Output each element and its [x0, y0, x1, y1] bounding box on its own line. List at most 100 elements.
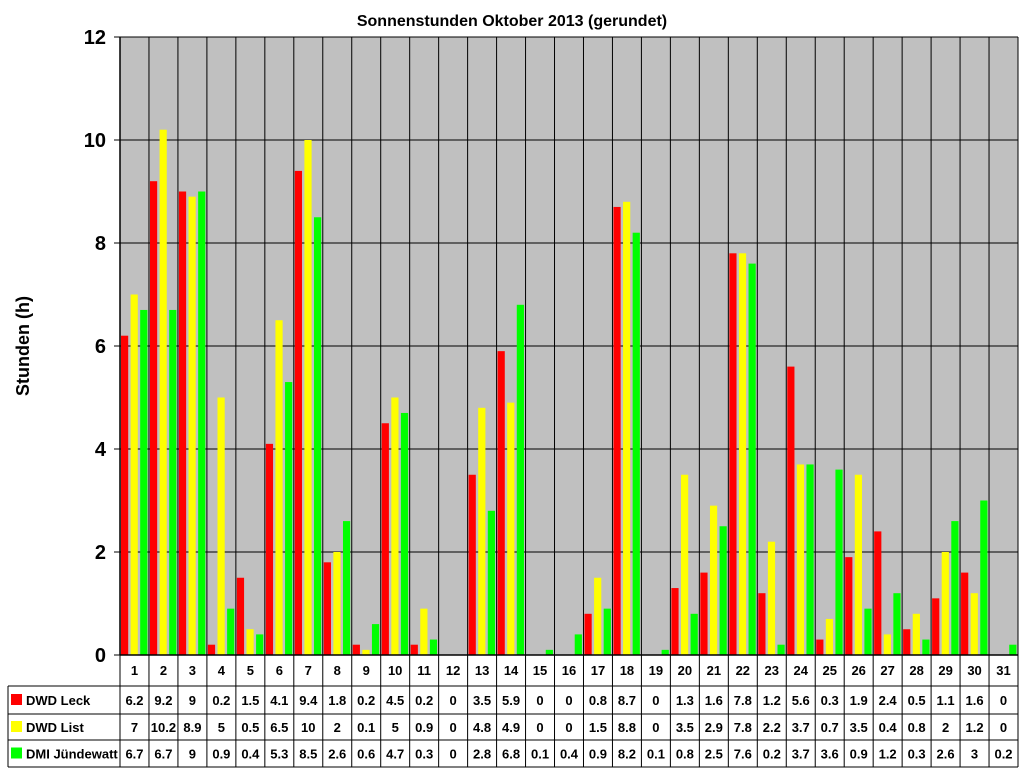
data-label: 4.1 [270, 693, 288, 708]
data-label: 4.5 [386, 693, 404, 708]
x-tick-label: 6 [276, 663, 283, 678]
data-label: 0.8 [589, 693, 607, 708]
data-label: 2.6 [328, 747, 346, 762]
y-tick-label: 0 [95, 645, 106, 667]
bar-dmi-jündewatt [198, 191, 206, 655]
data-label: 0 [536, 720, 543, 735]
data-label: 5.9 [502, 693, 520, 708]
data-label: 9.4 [299, 693, 318, 708]
bar-dmi-jündewatt [400, 412, 409, 655]
data-label: 3.7 [792, 747, 810, 762]
data-label: 0.2 [212, 693, 230, 708]
data-label: 9.2 [154, 693, 172, 708]
bar-dwd-list [275, 320, 283, 655]
x-tick-label: 20 [678, 663, 692, 678]
data-label: 0 [1000, 720, 1007, 735]
bar-dwd-list [594, 577, 602, 655]
bar-dwd-leck [178, 191, 187, 655]
y-axis-label: Stunden (h) [13, 296, 33, 396]
x-tick-label: 14 [504, 663, 519, 678]
bar-dwd-list [246, 629, 254, 655]
bar-dmi-jündewatt [777, 644, 785, 655]
data-label: 3.5 [676, 720, 694, 735]
data-label: 0 [565, 720, 572, 735]
data-label: 6.2 [125, 693, 143, 708]
legend-swatch [11, 721, 22, 732]
data-label: 4.7 [386, 747, 404, 762]
data-label: 0.9 [589, 747, 607, 762]
data-label: 8.7 [618, 693, 636, 708]
data-label: 1.6 [705, 693, 723, 708]
legend-swatch [11, 747, 22, 759]
x-tick-label: 26 [851, 663, 865, 678]
legend-label: DWD List [26, 720, 84, 735]
data-label: 0.2 [415, 693, 433, 708]
x-tick-label: 9 [363, 663, 370, 678]
bar-dwd-list [796, 464, 805, 655]
data-label: 4.9 [502, 720, 520, 735]
x-tick-label: 21 [707, 663, 721, 678]
bar-dwd-leck [497, 351, 505, 655]
data-label: 0.3 [821, 693, 839, 708]
x-tick-label: 10 [388, 663, 402, 678]
data-label: 1.5 [241, 693, 259, 708]
data-label: 0.2 [763, 747, 781, 762]
bar-dwd-leck [932, 598, 940, 655]
x-tick-label: 27 [880, 663, 894, 678]
data-label: 10.2 [151, 720, 176, 735]
bar-dwd-list [217, 397, 225, 655]
bar-dwd-leck [207, 644, 216, 655]
data-label: 9 [189, 693, 196, 708]
x-tick-label: 16 [562, 663, 576, 678]
data-label: 0.4 [241, 747, 260, 762]
bar-dwd-list [623, 201, 631, 656]
data-label: 2.5 [705, 747, 723, 762]
data-label: 2.2 [763, 720, 781, 735]
x-tick-label: 2 [160, 663, 167, 678]
data-label: 1.2 [966, 720, 984, 735]
bar-dmi-jündewatt [516, 304, 524, 655]
data-label: 1.6 [966, 693, 984, 708]
x-tick-label: 1 [131, 663, 138, 678]
bar-dwd-list [478, 407, 486, 655]
data-label: 0.2 [994, 747, 1012, 762]
y-tick-label: 10 [84, 130, 106, 152]
bar-dwd-leck [845, 557, 853, 655]
data-label: 2 [942, 720, 949, 735]
x-tick-label: 22 [736, 663, 750, 678]
bar-dwd-list [188, 196, 196, 655]
bar-dwd-list [854, 474, 862, 655]
data-label: 1.1 [937, 693, 955, 708]
data-label: 1.2 [879, 747, 897, 762]
x-tick-label: 4 [218, 663, 226, 678]
bar-dwd-leck [468, 474, 476, 655]
data-label: 7 [131, 720, 138, 735]
data-label: 0 [450, 720, 457, 735]
data-label: 0 [565, 693, 572, 708]
bar-dmi-jündewatt [922, 639, 930, 655]
bar-dwd-list [941, 552, 949, 655]
data-label: 5.6 [792, 693, 810, 708]
data-label: 0.5 [241, 720, 259, 735]
x-tick-label: 23 [765, 663, 779, 678]
data-label: 0 [1000, 693, 1007, 708]
x-tick-label: 15 [533, 663, 547, 678]
data-label: 0.1 [357, 720, 375, 735]
bar-dmi-jündewatt [545, 649, 553, 655]
bar-dmi-jündewatt [864, 608, 872, 655]
data-label: 4.8 [473, 720, 491, 735]
y-tick-label: 6 [95, 336, 106, 358]
bar-dwd-leck [149, 181, 158, 655]
data-label: 1.8 [328, 693, 346, 708]
x-tick-label: 29 [938, 663, 952, 678]
data-label: 9 [189, 747, 196, 762]
x-tick-label: 19 [649, 663, 663, 678]
data-table: 1 2 3 4 5 6 7 8 9 10 11 12 13 14 15 16 17 18 19 20 21 22 23 24 2… [7, 654, 1019, 768]
bar-dwd-leck [236, 577, 245, 655]
data-label: 5.3 [270, 747, 288, 762]
bar-dmi-jündewatt [603, 608, 611, 655]
plot-area: 0 2 4 6 8 10 12 [84, 27, 1019, 667]
data-label: 7.8 [734, 720, 752, 735]
data-label: 2.9 [705, 720, 723, 735]
bar-dwd-list [709, 505, 718, 655]
